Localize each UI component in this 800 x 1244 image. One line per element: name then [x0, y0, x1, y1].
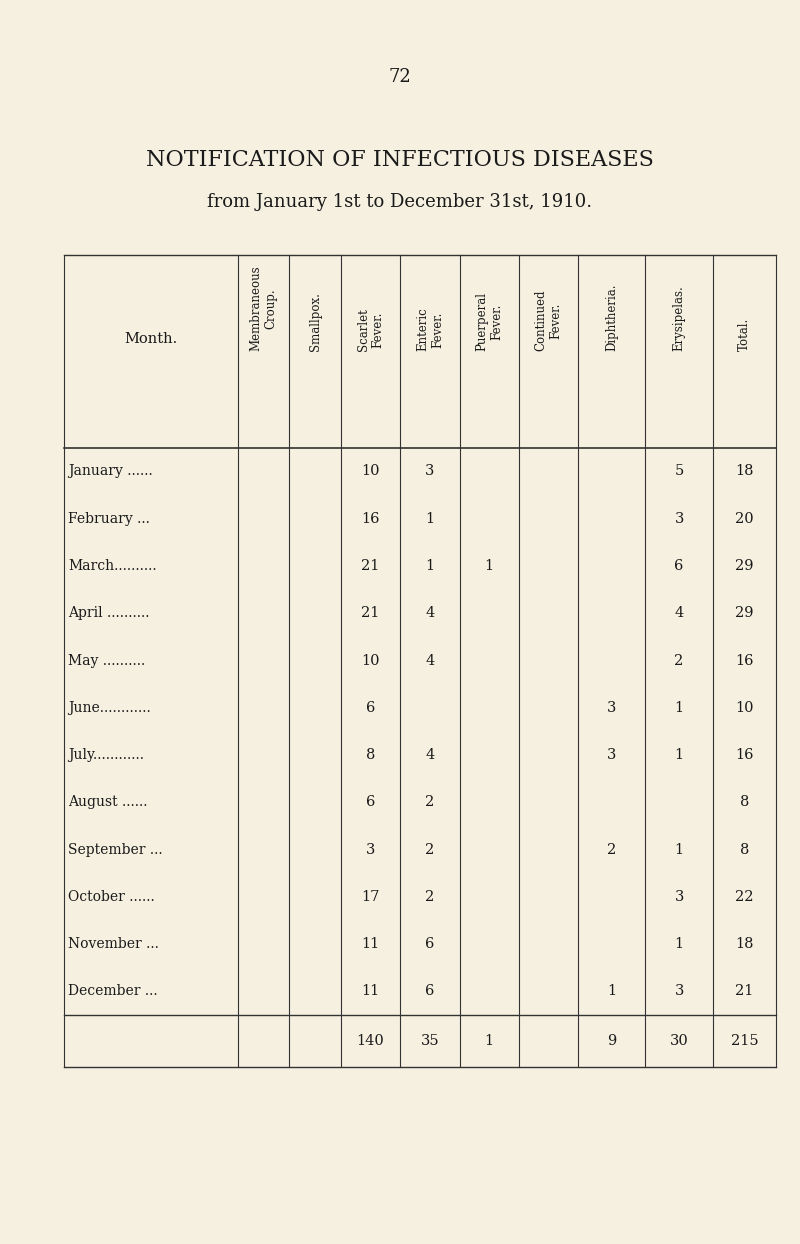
Text: May ..........: May .......... [68, 653, 146, 668]
Text: April ..........: April .......... [68, 606, 150, 621]
Text: 3: 3 [674, 984, 684, 999]
Text: 3: 3 [674, 889, 684, 904]
Text: 10: 10 [362, 653, 380, 668]
Text: 3: 3 [607, 748, 617, 763]
Text: October ......: October ...... [68, 889, 154, 904]
Text: February ...: February ... [68, 511, 150, 526]
Text: Puerperal
Fever.: Puerperal Fever. [475, 292, 503, 351]
Text: 72: 72 [389, 68, 411, 86]
Text: Scarlet
Fever.: Scarlet Fever. [357, 309, 385, 351]
Text: 10: 10 [735, 700, 754, 715]
Text: March..........: March.......... [68, 559, 157, 573]
Text: 3: 3 [607, 700, 617, 715]
Text: 11: 11 [362, 984, 380, 999]
Text: 29: 29 [735, 559, 754, 573]
Text: 140: 140 [357, 1034, 385, 1049]
Text: Continued
Fever.: Continued Fever. [534, 290, 562, 351]
Text: 4: 4 [674, 606, 684, 621]
Text: 16: 16 [735, 653, 754, 668]
Text: 1: 1 [485, 559, 494, 573]
Text: 215: 215 [730, 1034, 758, 1049]
Text: 6: 6 [426, 984, 434, 999]
Text: 3: 3 [366, 842, 375, 857]
Text: November ...: November ... [68, 937, 159, 952]
Text: Erysipelas.: Erysipelas. [673, 286, 686, 351]
Text: 3: 3 [426, 464, 434, 479]
Text: 1: 1 [426, 511, 434, 526]
Text: Diphtheria.: Diphtheria. [606, 284, 618, 351]
Text: 11: 11 [362, 937, 380, 952]
Text: 17: 17 [362, 889, 380, 904]
Text: 18: 18 [735, 937, 754, 952]
Text: 4: 4 [426, 748, 434, 763]
Text: 2: 2 [426, 795, 434, 810]
Text: Month.: Month. [124, 332, 178, 346]
Text: Smallpox.: Smallpox. [309, 292, 322, 351]
Text: 8: 8 [740, 795, 749, 810]
Text: 1: 1 [674, 700, 684, 715]
Text: 20: 20 [735, 511, 754, 526]
Text: 1: 1 [485, 1034, 494, 1049]
Text: 35: 35 [421, 1034, 439, 1049]
Text: 3: 3 [674, 511, 684, 526]
Text: 8: 8 [740, 842, 749, 857]
Text: 1: 1 [426, 559, 434, 573]
Text: 21: 21 [362, 606, 380, 621]
Text: August ......: August ...... [68, 795, 147, 810]
Text: 6: 6 [674, 559, 684, 573]
Text: 10: 10 [362, 464, 380, 479]
Text: 1: 1 [674, 842, 684, 857]
Text: 1: 1 [674, 748, 684, 763]
Text: September ...: September ... [68, 842, 162, 857]
Text: 4: 4 [426, 606, 434, 621]
Text: 6: 6 [366, 795, 375, 810]
Text: NOTIFICATION OF INFECTIOUS DISEASES: NOTIFICATION OF INFECTIOUS DISEASES [146, 149, 654, 172]
Text: June............: June............ [68, 700, 150, 715]
Text: from January 1st to December 31st, 1910.: from January 1st to December 31st, 1910. [207, 193, 593, 210]
Text: December ...: December ... [68, 984, 158, 999]
Text: 1: 1 [674, 937, 684, 952]
Text: 29: 29 [735, 606, 754, 621]
Text: Total.: Total. [738, 318, 751, 351]
Text: 2: 2 [426, 889, 434, 904]
Text: 2: 2 [607, 842, 617, 857]
Text: 2: 2 [674, 653, 684, 668]
Text: 30: 30 [670, 1034, 689, 1049]
Text: Membraneous
Croup.: Membraneous Croup. [250, 266, 278, 351]
Text: 6: 6 [426, 937, 434, 952]
Text: 21: 21 [362, 559, 380, 573]
Text: 22: 22 [735, 889, 754, 904]
Text: Enteric
Fever.: Enteric Fever. [416, 307, 444, 351]
Text: 16: 16 [735, 748, 754, 763]
Text: 9: 9 [607, 1034, 617, 1049]
Text: 8: 8 [366, 748, 375, 763]
Text: 21: 21 [735, 984, 754, 999]
Text: 5: 5 [674, 464, 684, 479]
Text: 16: 16 [362, 511, 380, 526]
Text: 4: 4 [426, 653, 434, 668]
Text: January ......: January ...... [68, 464, 153, 479]
Text: July............: July............ [68, 748, 144, 763]
Text: 2: 2 [426, 842, 434, 857]
Text: 18: 18 [735, 464, 754, 479]
Text: 6: 6 [366, 700, 375, 715]
Text: 1: 1 [607, 984, 617, 999]
